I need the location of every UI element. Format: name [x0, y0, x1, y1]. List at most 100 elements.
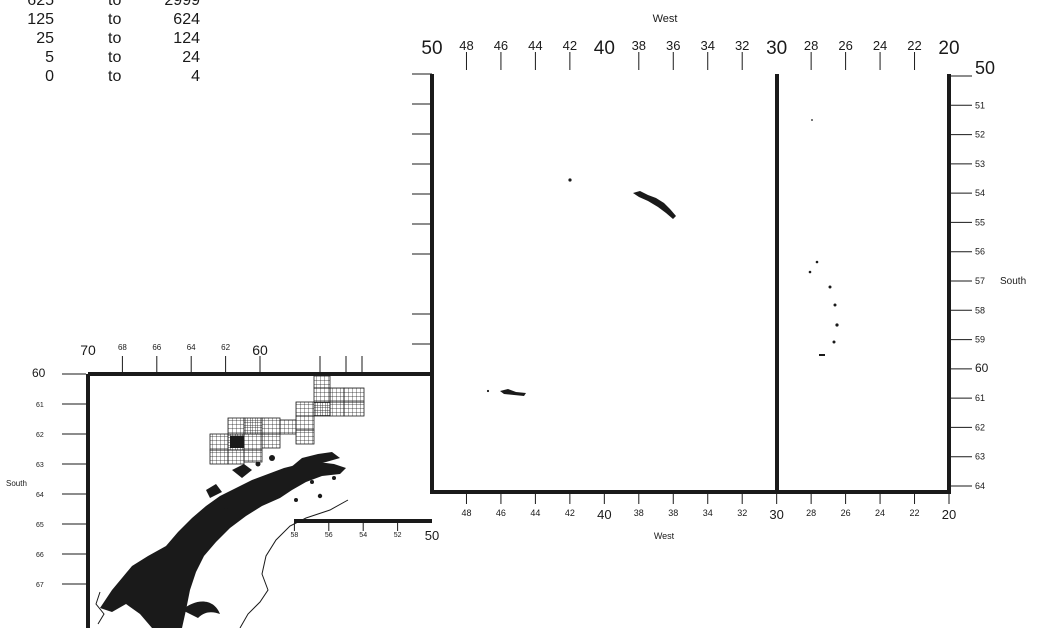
legend-low-value: 625 — [27, 0, 54, 9]
legend-high-value: 4 — [191, 68, 200, 85]
record-dot — [811, 119, 813, 121]
density-grid-cell — [261, 433, 281, 449]
density-grid-cell — [343, 387, 365, 403]
main-top-tick-label: 48 — [459, 38, 473, 53]
main-right-tick-label: 57 — [975, 276, 985, 286]
inset-bottom-tick-label: 52 — [394, 532, 402, 539]
inset-top-tick-marks — [121, 356, 363, 372]
inset-left-tick-label: 63 — [36, 462, 44, 469]
main-top-tick-label: 38 — [632, 38, 646, 53]
south-georgia-island — [633, 191, 676, 219]
legend-low-value: 25 — [36, 30, 54, 47]
main-top-tick-label: 26 — [838, 38, 852, 53]
main-right-tick-label: 51 — [975, 100, 985, 110]
main-right-tick-labels: 50 51 52 53 54 55 56 57 58 59 60 61 62 63 64 — [975, 58, 995, 491]
main-right-tick-label: 53 — [975, 159, 985, 169]
legend-separator: to — [108, 0, 122, 9]
legend-row: 0 to 4 — [0, 68, 210, 87]
density-grid-cell — [329, 387, 345, 403]
density-grid — [209, 373, 365, 465]
main-top-tick-label: 24 — [873, 38, 887, 53]
main-top-tick-label: 44 — [528, 38, 542, 53]
legend-separator: to — [108, 11, 122, 28]
main-bottom-tick-label: 44 — [530, 508, 540, 518]
main-right-tick-label: 59 — [975, 335, 985, 345]
inset-left-tick-label: 64 — [36, 492, 44, 499]
main-right-axis-title: South — [1000, 276, 1026, 287]
main-right-tick-label: 56 — [975, 247, 985, 257]
main-bottom-tick-label: 34 — [703, 508, 713, 518]
main-top-tick-label: 40 — [594, 38, 615, 59]
density-grid-cell — [295, 401, 315, 417]
main-top-tick-label: 22 — [907, 38, 921, 53]
density-grid-cell — [209, 449, 229, 465]
main-top-tick-label: 36 — [666, 38, 680, 53]
main-bottom-tick-label: 30 — [769, 507, 783, 522]
density-legend: 625 to 2999 125 to 624 25 to 124 5 to 24… — [0, 0, 210, 87]
density-grid-cell — [243, 417, 263, 435]
inset-left-tick-labels: 60 61 62 63 64 65 66 67 — [32, 366, 46, 589]
legend-high-value: 2999 — [164, 0, 200, 9]
main-right-tick-label: 61 — [975, 393, 985, 403]
inset-left-tick-label: 65 — [36, 522, 44, 529]
south-orkney-islands — [486, 389, 526, 396]
main-top-tick-label: 28 — [804, 38, 818, 53]
island — [182, 601, 220, 618]
main-top-tick-label: 30 — [766, 38, 787, 59]
main-bottom-tick-label: 22 — [910, 508, 920, 518]
inset-top-tick-label: 62 — [221, 343, 230, 352]
inset-left-tick-label: 60 — [32, 366, 46, 380]
main-top-tick-labels: 50 48 46 44 42 40 38 36 34 32 30 28 26 24 22 20 — [421, 38, 959, 59]
inset-bottom-tick-marks — [293, 523, 399, 531]
main-map: West 50 48 46 44 42 40 38 36 34 32 30 28 26 24 22 20 50… — [412, 13, 1026, 541]
inset-bottom-tick-label: 54 — [359, 532, 367, 539]
main-top-axis-title: West — [653, 13, 678, 25]
inset-top-tick-label: 70 — [80, 342, 96, 358]
legend-low-value: 5 — [45, 49, 54, 66]
main-right-tick-label: 64 — [975, 481, 985, 491]
legend-row: 625 to 2999 — [0, 0, 210, 11]
density-grid-cell — [343, 401, 365, 417]
inset-left-tick-label: 66 — [36, 552, 44, 559]
legend-separator: to — [108, 49, 122, 66]
main-bottom-tick-label: 26 — [841, 508, 851, 518]
main-right-tick-label: 52 — [975, 130, 985, 140]
main-bottom-tick-label: 32 — [737, 508, 747, 518]
inset-left-tick-label: 67 — [36, 582, 44, 589]
inset-left-tick-label: 62 — [36, 432, 44, 439]
main-right-tick-label: 55 — [975, 217, 985, 227]
main-top-tick-label: 32 — [735, 38, 749, 53]
inset-top-tick-label: 64 — [187, 343, 196, 352]
density-grid-cell — [227, 449, 245, 465]
legend-high-value: 24 — [182, 49, 200, 66]
main-top-tick-label: 42 — [563, 38, 577, 53]
legend-separator: to — [108, 68, 122, 85]
main-right-tick-label: 50 — [975, 58, 995, 78]
main-bottom-tick-label: 46 — [496, 508, 506, 518]
main-bottom-tick-label: 38 — [668, 508, 678, 518]
legend-row: 125 to 624 — [0, 11, 210, 30]
inset-top-tick-label: 66 — [152, 343, 161, 352]
density-grid-cell — [243, 433, 263, 451]
record-dot — [568, 178, 572, 182]
main-left-tick-marks — [412, 73, 432, 345]
main-right-tick-label: 63 — [975, 452, 985, 462]
main-top-tick-marks — [465, 52, 916, 70]
inset-top-tick-label: 68 — [118, 343, 127, 352]
main-bottom-tick-marks — [465, 494, 950, 504]
density-grid-cell — [279, 419, 297, 435]
main-right-tick-label: 54 — [975, 188, 985, 198]
inset-bottom-tick-label: 56 — [325, 532, 333, 539]
inset-map: 70 68 66 64 62 60 60 61 62 63 64 65 66 67 South 58 56… — [6, 342, 439, 628]
inset-bottom-tick-label: 50 — [425, 528, 439, 543]
legend-high-value: 124 — [173, 30, 200, 47]
inset-top-tick-labels: 70 68 66 64 62 60 — [80, 342, 268, 358]
main-bottom-tick-labels: 48 46 44 42 40 38 38 34 32 30 28 26 24 22 20 — [461, 507, 956, 522]
inset-bottom-tick-label: 58 — [291, 532, 299, 539]
main-top-tick-label: 34 — [700, 38, 714, 53]
density-grid-cell — [295, 429, 315, 445]
density-grid-cell — [313, 401, 331, 417]
density-grid-cell — [227, 417, 245, 435]
main-bottom-tick-label: 48 — [461, 508, 471, 518]
